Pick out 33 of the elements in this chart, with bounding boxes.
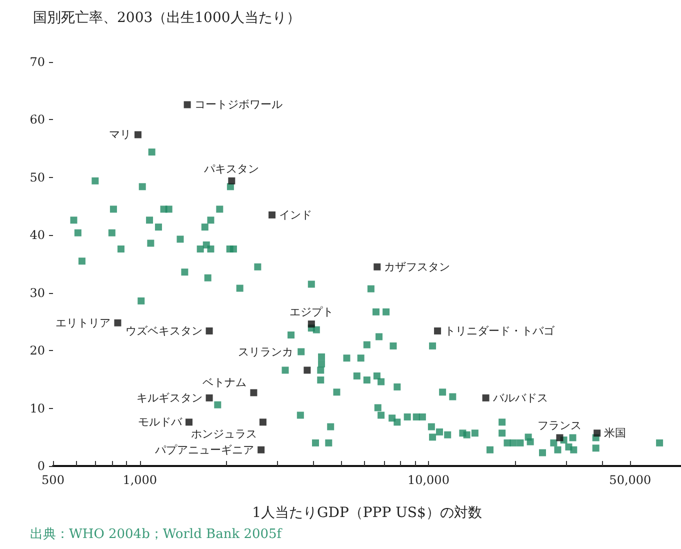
annotation: トリニダード・トバゴ [444, 324, 556, 338]
chart-title: 国別死亡率、2003（出生1000人当たり） [33, 10, 300, 26]
annotation: カザフスタン [384, 260, 450, 274]
y-tick-label: 10 [30, 401, 45, 416]
annotation: スリランカ [238, 346, 294, 359]
x-tick-label: 500 [42, 473, 64, 487]
annotation: キルギスタン [136, 391, 202, 404]
x-tick-label: 10,000 [407, 473, 450, 487]
annotation: 米国 [604, 426, 626, 440]
x-tick-label: 1,000 [122, 473, 158, 487]
annotation: フランス [538, 419, 582, 432]
annotation: ウズベキスタン [125, 324, 202, 338]
annotation: モルドバ [138, 416, 184, 429]
y-tick-label: 0 [37, 459, 45, 473]
annotation: エジプト [289, 306, 334, 319]
annotation: マリ [108, 128, 131, 142]
x-tick-label: 50,000 [609, 473, 652, 487]
y-tick-label: 60 [30, 112, 45, 127]
annotation: バルバドス [492, 391, 548, 404]
annotation: ホンジュラス [190, 428, 257, 441]
y-tick-label: 20 [30, 344, 45, 358]
y-tick-label: 40 [30, 228, 45, 242]
annotation: インド [279, 208, 312, 222]
annotation: パキスタン [203, 162, 260, 176]
annotation: コートジボワール [194, 98, 282, 112]
annotation: ベトナム [202, 376, 247, 390]
annotation: エリトリア [56, 316, 111, 330]
source-note: 出典：WHO 2004b；World Bank 2005f [30, 527, 283, 542]
y-tick-label: 30 [30, 286, 45, 300]
annotation: パプアニューギニア [154, 443, 254, 456]
y-tick-label: 50 [30, 170, 45, 184]
x-axis-title: 1人当たりGDP（PPP US$）の対数 [252, 505, 482, 521]
y-tick-label: 70 [30, 55, 45, 69]
